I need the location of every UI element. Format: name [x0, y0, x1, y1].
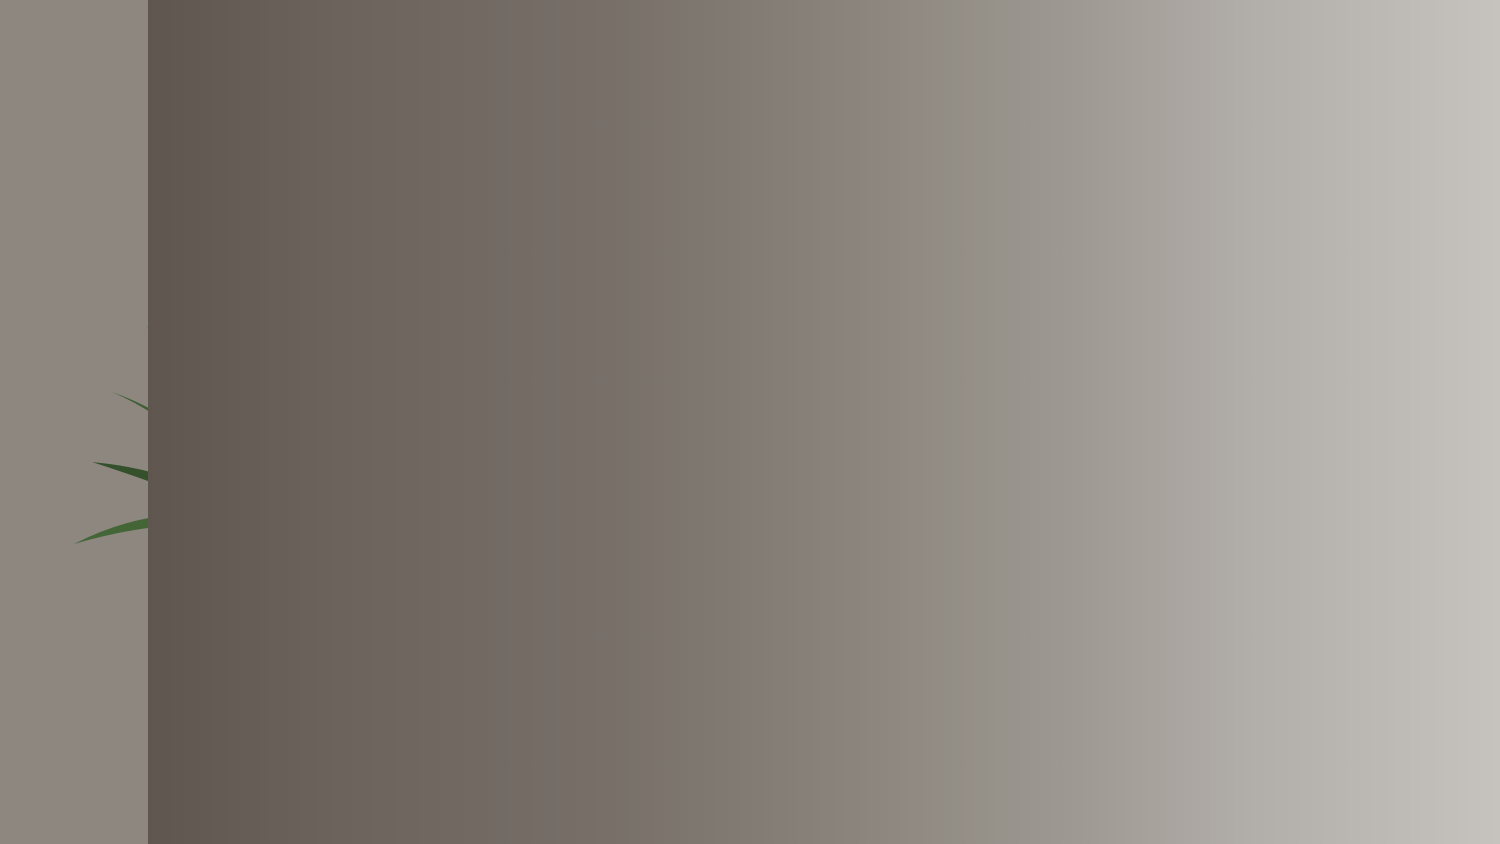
wood-panel-wall	[0, 0, 148, 844]
back-wall	[148, 0, 1500, 844]
